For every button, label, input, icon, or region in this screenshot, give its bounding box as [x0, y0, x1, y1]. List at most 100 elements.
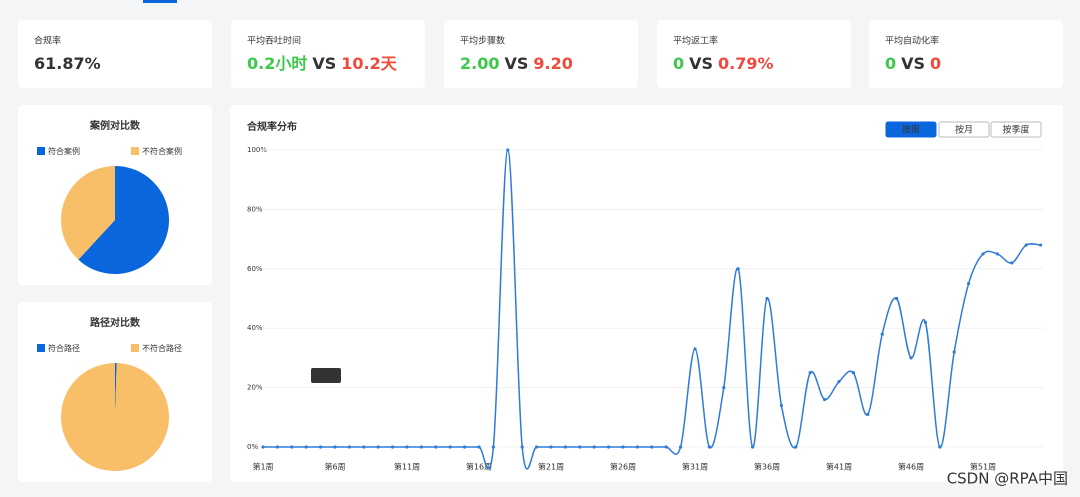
- point: [679, 445, 683, 449]
- legend-swatch: [131, 344, 139, 352]
- card-label: 合规率: [34, 35, 61, 47]
- period-button-label[interactable]: 按周: [902, 124, 920, 136]
- point: [650, 445, 654, 449]
- point: [779, 403, 784, 408]
- point: [563, 445, 568, 449]
- point: [722, 386, 726, 390]
- point: [967, 282, 971, 286]
- point: [463, 445, 467, 449]
- legend-swatch: [131, 147, 139, 155]
- period-button[interactable]: [885, 121, 937, 138]
- stat-card: [657, 20, 851, 88]
- stat-card: [869, 20, 1063, 88]
- point: [261, 445, 265, 449]
- x-tick-label: 第41周: [826, 462, 852, 472]
- point: [362, 445, 366, 449]
- x-tick-label: 第26周: [610, 462, 636, 472]
- tab-indicator: [143, 0, 177, 3]
- point: [736, 267, 740, 271]
- pie-title: 案例对比数: [89, 119, 141, 132]
- x-tick-label: 第16周: [466, 462, 492, 472]
- vs: VS: [504, 54, 528, 73]
- value-compare: 9.20: [533, 54, 572, 73]
- card-value: 0.2小时 VS 10.2天: [247, 54, 398, 73]
- value: 61.87%: [34, 54, 101, 73]
- pie-slice: [61, 166, 115, 260]
- point: [549, 445, 553, 449]
- point: [981, 252, 985, 256]
- vs: VS: [689, 54, 713, 73]
- point: [333, 445, 337, 449]
- x-tick-label: 第1周: [252, 462, 273, 472]
- point: [866, 412, 870, 416]
- pie-title: 路径对比数: [90, 316, 141, 329]
- value-compare: 10.2天: [341, 54, 397, 73]
- pie-slice: [115, 363, 117, 417]
- vs: VS: [901, 54, 925, 73]
- pie-slice: [78, 166, 170, 274]
- point: [751, 445, 755, 449]
- point: [405, 445, 409, 449]
- point: [275, 445, 279, 449]
- legend-swatch: [37, 344, 45, 352]
- point: [391, 445, 395, 449]
- line-panel: [230, 105, 1063, 482]
- y-tick-label: 100%: [247, 146, 267, 154]
- period-button-label[interactable]: 按月: [955, 124, 973, 136]
- point: [419, 445, 423, 449]
- point: [290, 445, 294, 449]
- x-tick-label: 第46周: [898, 462, 924, 472]
- point: [664, 445, 668, 449]
- point: [880, 332, 884, 336]
- point: [621, 445, 625, 449]
- point: [707, 445, 712, 449]
- card-value: 2.00 VS 9.20: [460, 54, 573, 73]
- point: [794, 445, 798, 449]
- point: [434, 445, 438, 449]
- tooltip: 第1周 : 0: [313, 371, 339, 379]
- point: [592, 445, 596, 449]
- point: [535, 445, 539, 449]
- x-tick-label: 第21周: [538, 462, 564, 472]
- period-button[interactable]: [938, 121, 990, 138]
- y-tick-label: 0%: [247, 443, 258, 451]
- point: [607, 445, 611, 449]
- point: [909, 356, 913, 360]
- point: [448, 445, 452, 449]
- card-value: 61.87%: [34, 54, 101, 73]
- x-tick-label: 第51周: [970, 462, 996, 472]
- x-tick-label: 第36周: [754, 462, 780, 472]
- watermark: CSDN @RPA中国: [947, 470, 1068, 488]
- period-button[interactable]: [990, 121, 1042, 138]
- point: [477, 445, 481, 449]
- value-current: 0: [673, 54, 684, 73]
- line-title: 合规率分布: [246, 120, 297, 133]
- point: [808, 371, 812, 375]
- value-compare: 0: [930, 54, 941, 73]
- point: [837, 380, 841, 384]
- point: [995, 252, 1000, 256]
- value-current: 0.2小时: [247, 54, 307, 73]
- period-button-label[interactable]: 按季度: [1002, 124, 1029, 136]
- card-label: 平均自动化率: [885, 35, 939, 47]
- stat-card: [18, 20, 212, 88]
- point: [1024, 243, 1028, 247]
- point: [347, 445, 351, 449]
- point: [693, 347, 697, 351]
- card-value: 0 VS 0.79%: [673, 54, 774, 73]
- point: [823, 397, 827, 402]
- point: [578, 445, 582, 449]
- value-current: 2.00: [460, 54, 499, 73]
- point: [765, 296, 769, 301]
- card-value: 0 VS 0: [885, 54, 941, 73]
- point: [938, 445, 942, 449]
- y-tick-label: 60%: [247, 265, 263, 273]
- card-label: 平均步骤数: [460, 35, 505, 47]
- point: [376, 445, 380, 449]
- point: [304, 445, 308, 449]
- tooltip-box: [311, 368, 341, 383]
- legend-label: 符合案例: [48, 146, 80, 156]
- y-tick-label: 80%: [247, 205, 263, 213]
